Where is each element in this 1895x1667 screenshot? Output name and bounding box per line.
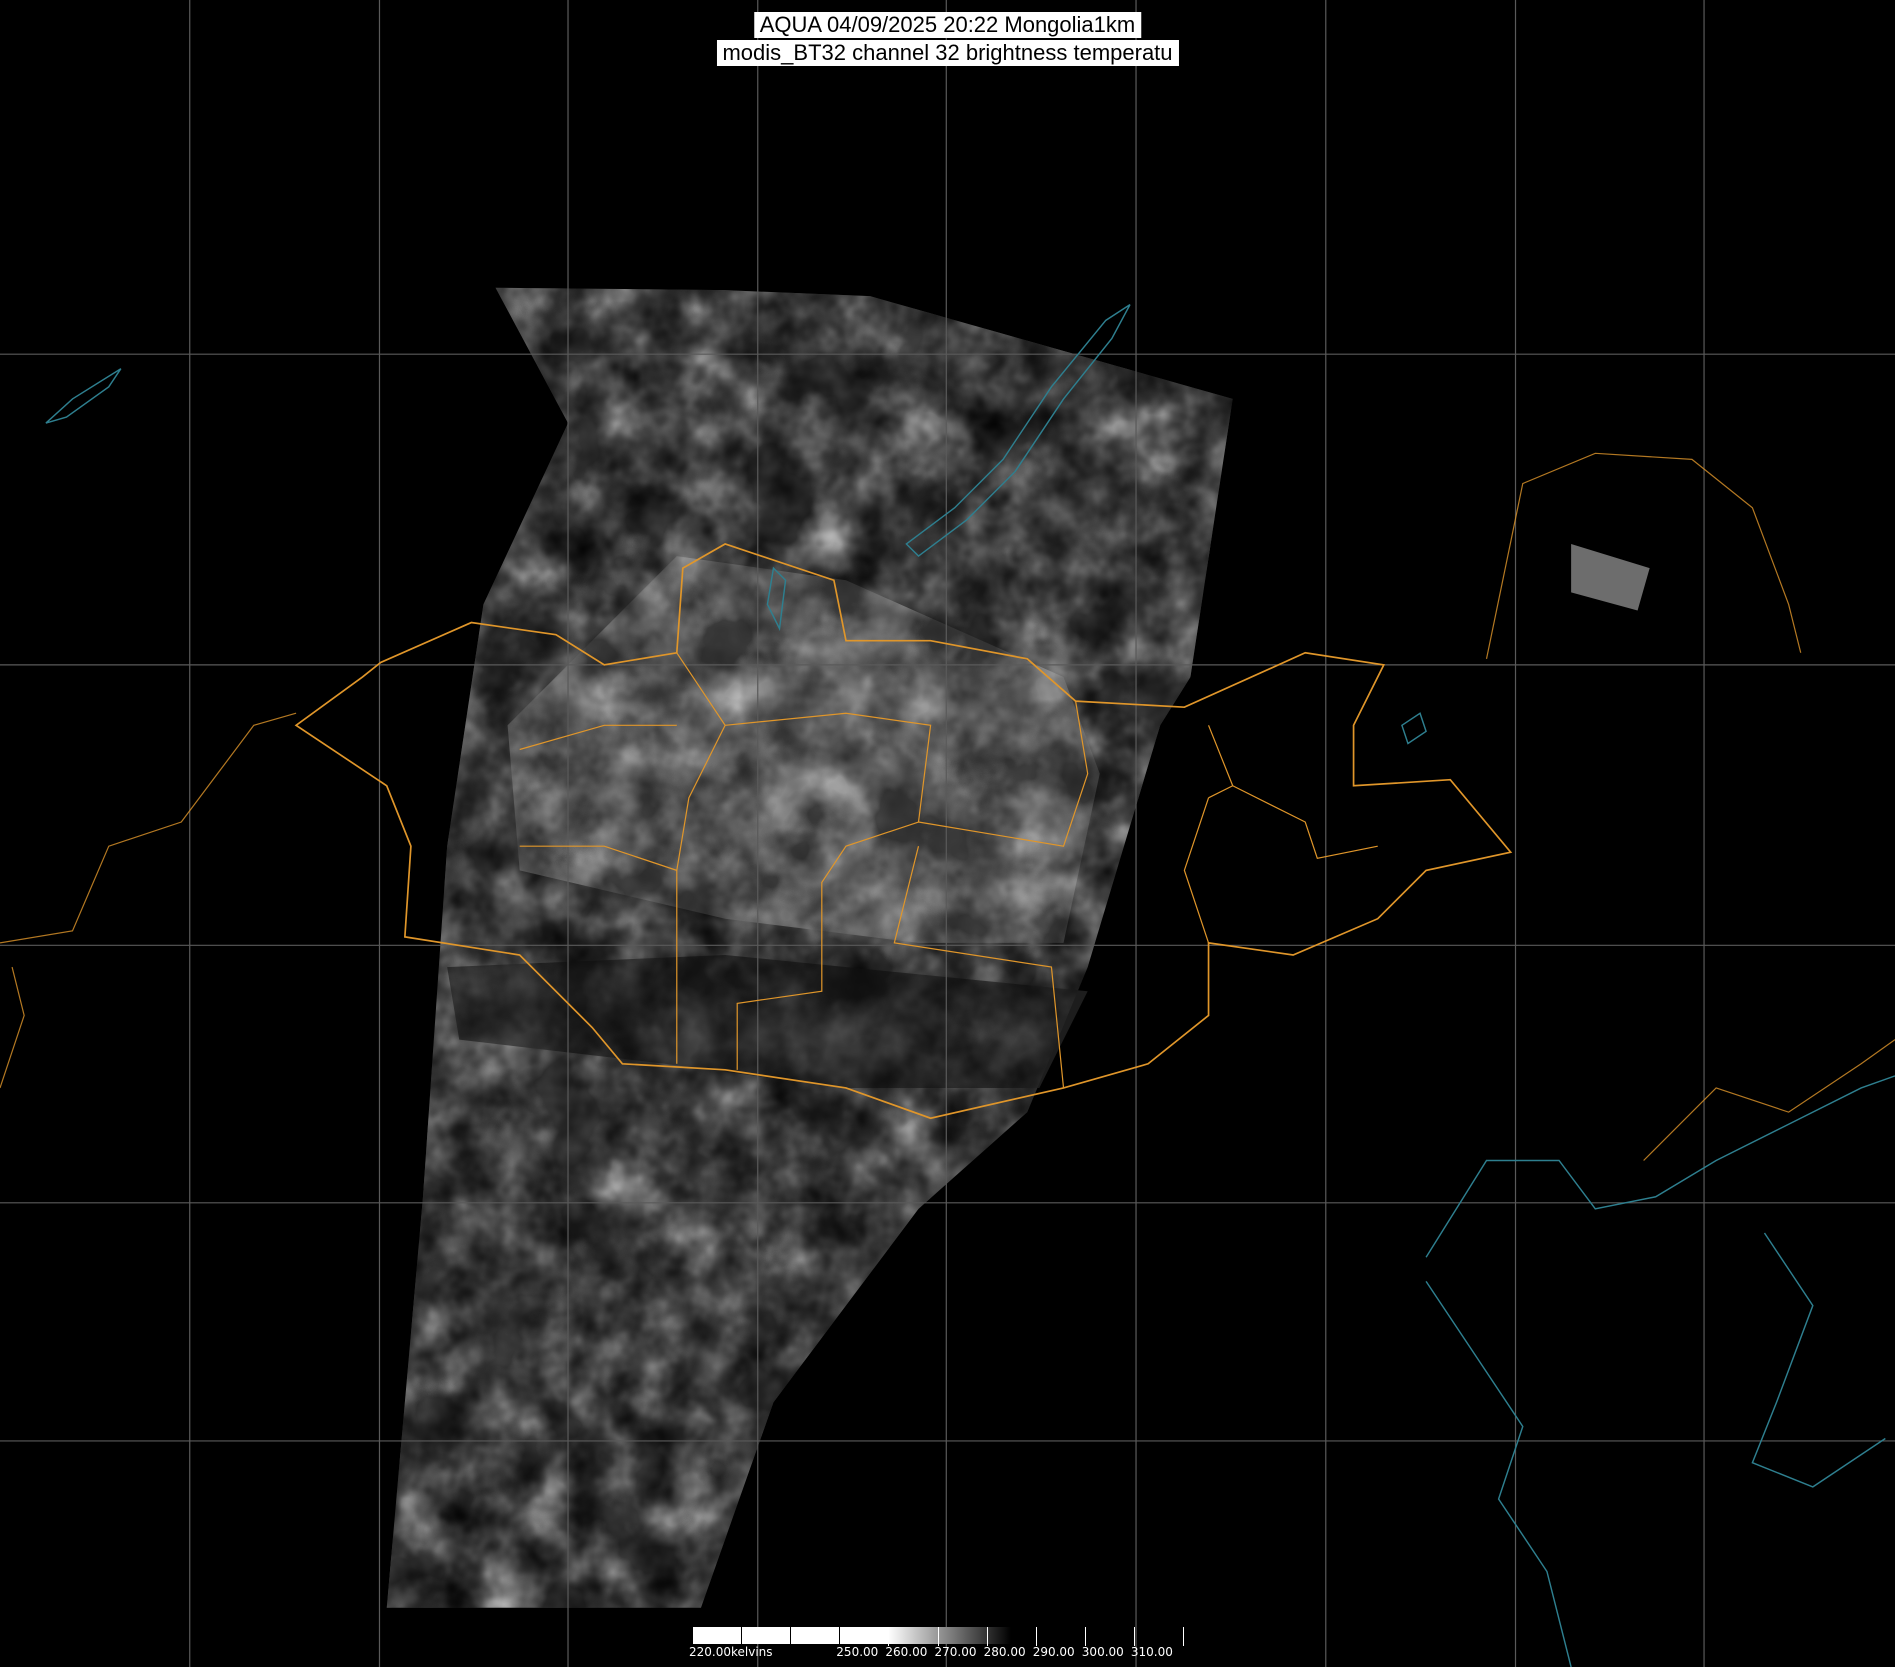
country-borders <box>0 452 1895 1161</box>
colorbar-tick <box>692 1627 693 1646</box>
colorbar-tick-label: 260.00 <box>885 1645 928 1659</box>
colorbar-tick <box>741 1627 743 1646</box>
mongolia-region-border <box>294 543 1513 1120</box>
title-line-2: modis_BT32 channel 32 brightness tempera… <box>716 40 1179 66</box>
colorbar-tick <box>1133 1627 1135 1646</box>
colorbar <box>692 1627 1012 1644</box>
colorbar-tick <box>790 1627 792 1646</box>
title-line-1: AQUA 04/09/2025 20:22 Mongolia1km <box>753 12 1142 38</box>
colorbar-tick <box>839 1627 841 1646</box>
colorbar-tick-label: 250.00 <box>836 1645 879 1659</box>
coastlines-lakes <box>45 304 1895 1667</box>
colorbar-tick-label: 270.00 <box>934 1645 977 1659</box>
colorbar-tick-label: 220.00kelvins <box>689 1645 773 1659</box>
colorbar-tick <box>1084 1627 1086 1646</box>
colorbar-tick <box>986 1627 988 1646</box>
colorbar-tick-label: 290.00 <box>1032 1645 1075 1659</box>
colorbar-tick <box>888 1627 890 1646</box>
colorbar-tick-label: 310.00 <box>1130 1645 1173 1659</box>
colorbar-tick <box>937 1627 939 1646</box>
satellite-swath <box>386 287 1650 1608</box>
colorbar-tick-label: 280.00 <box>983 1645 1026 1659</box>
colorbar-tick-label: 300.00 <box>1081 1645 1124 1659</box>
colorbar-tick <box>1035 1627 1037 1646</box>
colorbar-tick <box>1183 1627 1184 1646</box>
